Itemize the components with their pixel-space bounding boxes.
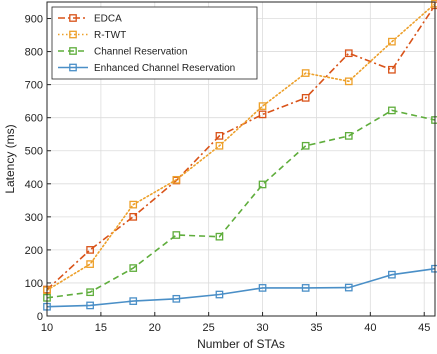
data-point bbox=[172, 294, 181, 303]
legend-marker bbox=[69, 14, 77, 22]
plot-frame bbox=[46, 1, 436, 317]
y-tick-label: 200 bbox=[25, 245, 43, 257]
data-point bbox=[301, 141, 310, 150]
legend-marker bbox=[69, 47, 77, 55]
data-point bbox=[86, 246, 94, 254]
data-point bbox=[344, 77, 353, 86]
legend: EDCA R-TWT Channel Reservation Enhanced Cha… bbox=[51, 6, 258, 80]
x-tick-label: 30 bbox=[256, 322, 268, 334]
data-point bbox=[388, 106, 396, 115]
data-point bbox=[172, 175, 181, 184]
data-point bbox=[258, 110, 267, 119]
y-axis-label: Latency (ms) bbox=[3, 124, 17, 193]
series-enhanced-channel-reservation bbox=[43, 264, 437, 311]
y-tick-label: 700 bbox=[25, 80, 43, 92]
x-tick-label: 20 bbox=[149, 322, 161, 334]
data-point bbox=[129, 297, 138, 305]
data-point bbox=[129, 212, 138, 221]
x-tick-label: 15 bbox=[95, 322, 107, 334]
series-line bbox=[46, 109, 436, 299]
y-tick-label: 300 bbox=[25, 212, 43, 224]
data-point bbox=[172, 231, 181, 239]
data-point bbox=[388, 37, 396, 46]
data-point bbox=[301, 69, 310, 77]
data-point bbox=[86, 260, 94, 268]
series-channel-reservation bbox=[43, 106, 437, 302]
data-point bbox=[215, 290, 224, 299]
data-point bbox=[129, 200, 138, 209]
data-point bbox=[388, 65, 396, 74]
data-point bbox=[388, 270, 396, 279]
data-point bbox=[301, 94, 310, 102]
y-tick-label: 400 bbox=[25, 179, 43, 191]
series-layer bbox=[43, 0, 437, 311]
data-point bbox=[258, 102, 267, 110]
data-point bbox=[344, 283, 353, 292]
legend-label: Channel Reservation bbox=[94, 47, 187, 58]
x-tick-label: 25 bbox=[203, 322, 215, 334]
legend-marker bbox=[69, 30, 77, 39]
legend-marker bbox=[69, 63, 77, 72]
y-tick-label: 600 bbox=[25, 113, 43, 125]
legend-label: EDCA bbox=[94, 14, 122, 25]
data-point bbox=[344, 49, 353, 58]
x-tick-label: 10 bbox=[41, 322, 53, 334]
y-tick-label: 900 bbox=[25, 14, 43, 26]
data-point bbox=[86, 301, 94, 310]
ticks: 0 100 200 300 400 500 600 700 800 900 10 15 20 25 30 35… bbox=[25, 14, 431, 334]
data-point bbox=[215, 132, 224, 140]
data-point bbox=[129, 264, 138, 272]
data-point bbox=[215, 141, 224, 150]
legend-label: R-TWT bbox=[94, 30, 126, 41]
x-tick-label: 40 bbox=[364, 322, 376, 334]
x-tick-label: 35 bbox=[310, 322, 322, 334]
y-tick-label: 500 bbox=[25, 146, 43, 158]
legend-label: Enhanced Channel Reservation bbox=[94, 63, 235, 74]
x-tick-label: 45 bbox=[418, 322, 430, 334]
data-point bbox=[258, 180, 267, 189]
data-point bbox=[344, 132, 353, 140]
y-tick-label: 800 bbox=[25, 47, 43, 59]
data-point bbox=[86, 288, 94, 297]
x-axis-label: Number of STAs bbox=[197, 337, 285, 351]
data-point bbox=[215, 232, 224, 241]
y-tick-label: 100 bbox=[25, 278, 43, 290]
y-tick-label: 0 bbox=[37, 311, 43, 323]
data-point bbox=[258, 284, 267, 292]
series-line bbox=[46, 267, 436, 308]
series-line bbox=[46, 2, 436, 292]
data-point bbox=[301, 284, 310, 292]
